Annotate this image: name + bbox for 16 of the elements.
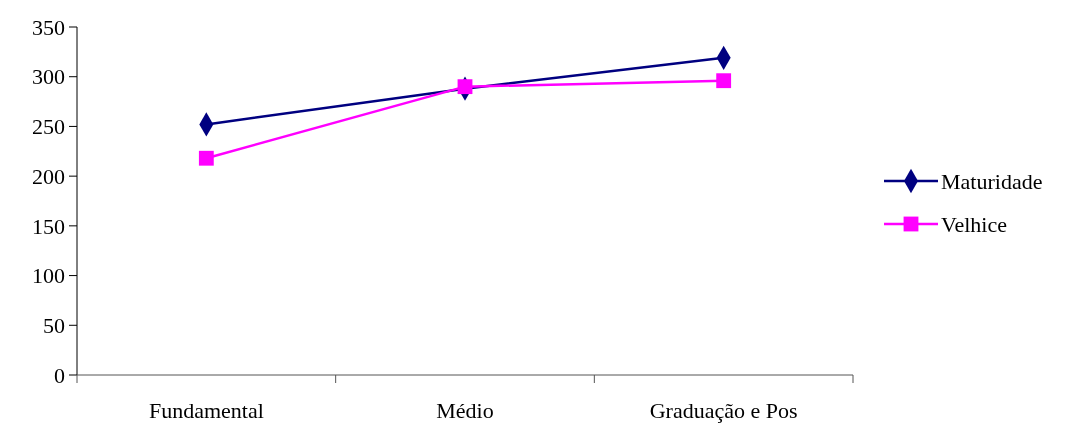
y-tick-label: 50: [43, 312, 65, 338]
y-tick-label: 150: [32, 213, 65, 239]
y-tick-label: 100: [32, 263, 65, 289]
legend-label: Maturidade: [941, 168, 1043, 194]
x-tick-label: Fundamental: [148, 398, 264, 423]
point: [457, 79, 473, 95]
point: [198, 150, 214, 166]
y-tick-label: 200: [32, 163, 65, 189]
y-tick-label: 350: [32, 14, 65, 40]
point: [716, 73, 732, 89]
x-tick-label: Graduação e Pos: [649, 398, 798, 423]
y-tick-label: 300: [32, 64, 65, 90]
x-tick-label: Médio: [436, 398, 494, 423]
legend-label: Velhice: [941, 211, 1007, 237]
y-tick-label: 250: [32, 114, 65, 140]
y-tick-label: 0: [54, 362, 65, 388]
